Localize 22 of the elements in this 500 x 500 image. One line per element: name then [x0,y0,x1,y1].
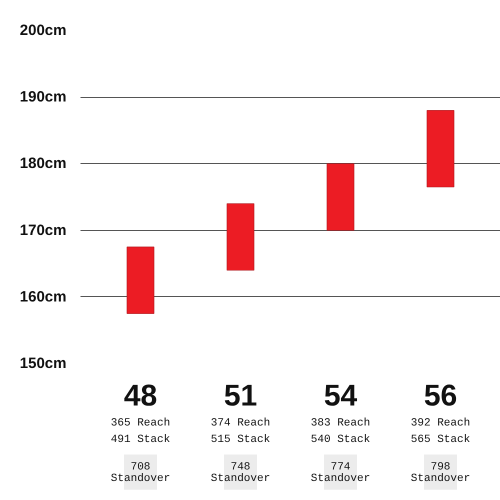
text: 392 Reach 565 Stack [410,417,471,446]
text: 748 Standover [210,461,270,485]
y-tick-label: 190cm [20,88,67,106]
text: 365 Reach 491 Stack [110,417,171,446]
x-tick-label: 48 [124,380,158,413]
y-tick-label: 150cm [20,355,67,372]
x-tick-label: 56 [424,380,458,413]
bar [226,203,254,271]
y-tick-label: 200cm [20,22,67,39]
x-tick-label: 54 [324,380,358,413]
text: 774 Standover [310,461,370,485]
text: 708 Standover [110,461,170,485]
text: 798 Standover [410,461,470,485]
x-tick-label: 51 [224,380,258,413]
text: 374 Reach 515 Stack [210,417,271,446]
y-tick-label: 160cm [20,288,67,306]
text: 383 Reach 540 Stack [310,417,371,446]
bar [426,110,454,188]
y-tick-label: 180cm [20,155,67,172]
y-tick-label: 170cm [20,222,67,239]
bar [326,163,354,231]
bar [126,246,154,314]
